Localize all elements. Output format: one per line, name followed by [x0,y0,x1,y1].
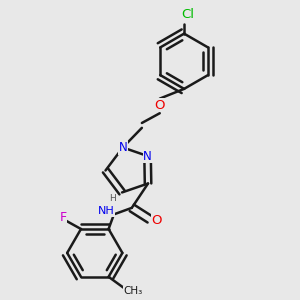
Text: H: H [109,194,116,203]
Text: F: F [59,211,67,224]
Text: NH: NH [98,206,114,216]
Text: CH₃: CH₃ [123,286,142,296]
Text: O: O [154,99,165,112]
Text: N: N [118,141,127,154]
Text: Cl: Cl [181,8,194,21]
Text: O: O [152,214,162,227]
Text: N: N [143,149,152,163]
